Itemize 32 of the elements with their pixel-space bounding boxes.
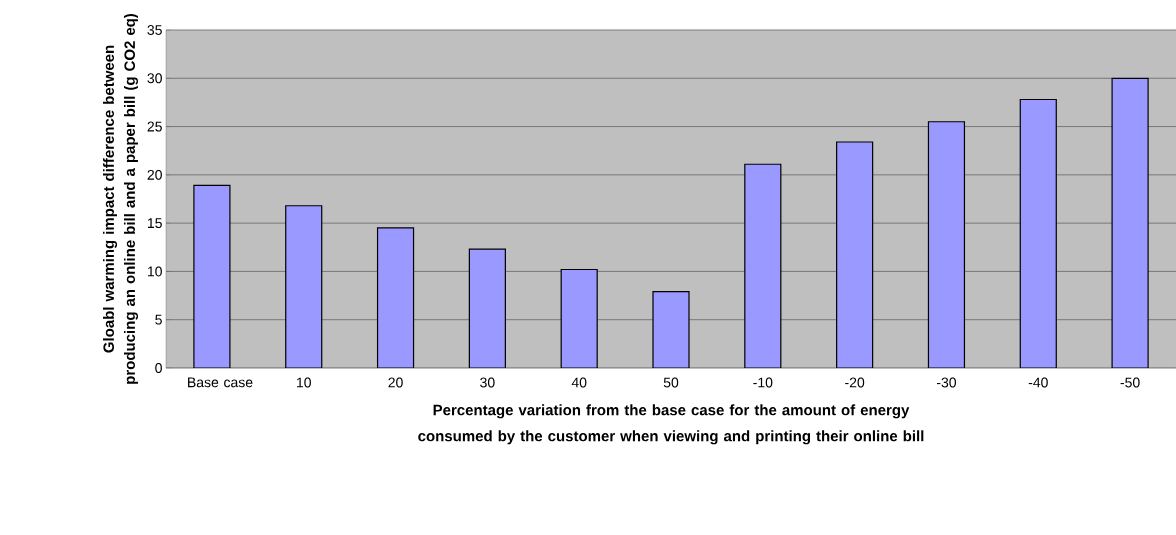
bar (927, 121, 966, 368)
y-tick-label: 5 (155, 314, 162, 325)
x-tick-label: 40 (571, 377, 587, 388)
y-tick-label: 20 (147, 169, 162, 180)
y-tick-label: 10 (147, 266, 162, 277)
x-tick-label: 20 (388, 377, 403, 388)
bar (193, 184, 231, 368)
x-tick-label: 10 (297, 377, 311, 388)
bar (1019, 98, 1057, 368)
y-tick-label: 15 (147, 218, 162, 229)
bar (560, 268, 598, 368)
y-tick-label: 35 (147, 25, 162, 35)
bar (376, 227, 415, 368)
x-tick-label: Base case (188, 377, 253, 388)
bar (836, 141, 874, 368)
y-axis-title: Gloabl warming impact difference between producing an online bill and a paper bill (g CO2 eq) (102, 13, 139, 384)
x-tick-label: 30 (480, 377, 495, 388)
x-axis-title: Percentage variation from the base case for the amount of energy consumed by the customer when viewing and printing their online bill (418, 404, 924, 445)
x-tick-label: -10 (753, 377, 773, 388)
x-tick-label: 50 (663, 377, 679, 388)
y-tick-label: 30 (147, 73, 162, 84)
x-tick-label: -40 (1028, 377, 1048, 388)
bar (744, 163, 782, 368)
x-tick-label: -30 (936, 377, 957, 388)
y-tick-label: 0 (155, 363, 162, 373)
y-tick-label: 25 (147, 121, 162, 132)
x-tick-label: -20 (845, 377, 865, 388)
bar (468, 248, 506, 368)
bar (285, 205, 323, 368)
x-tick-label: -50 (1120, 377, 1140, 388)
bar (1111, 77, 1149, 368)
bar (652, 291, 690, 368)
